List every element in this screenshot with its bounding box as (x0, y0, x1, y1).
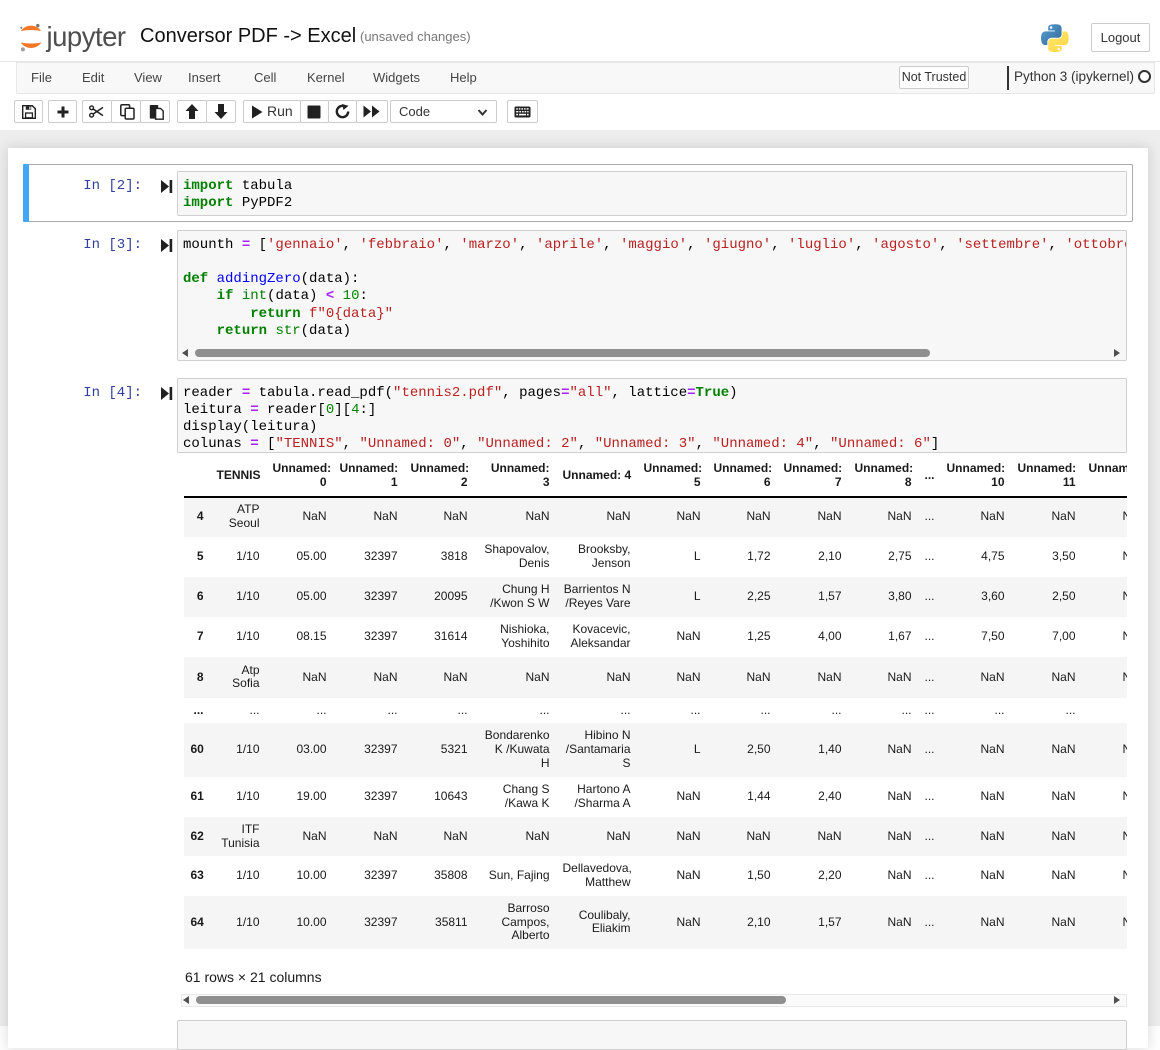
svg-text:jupyter: jupyter (46, 22, 126, 52)
